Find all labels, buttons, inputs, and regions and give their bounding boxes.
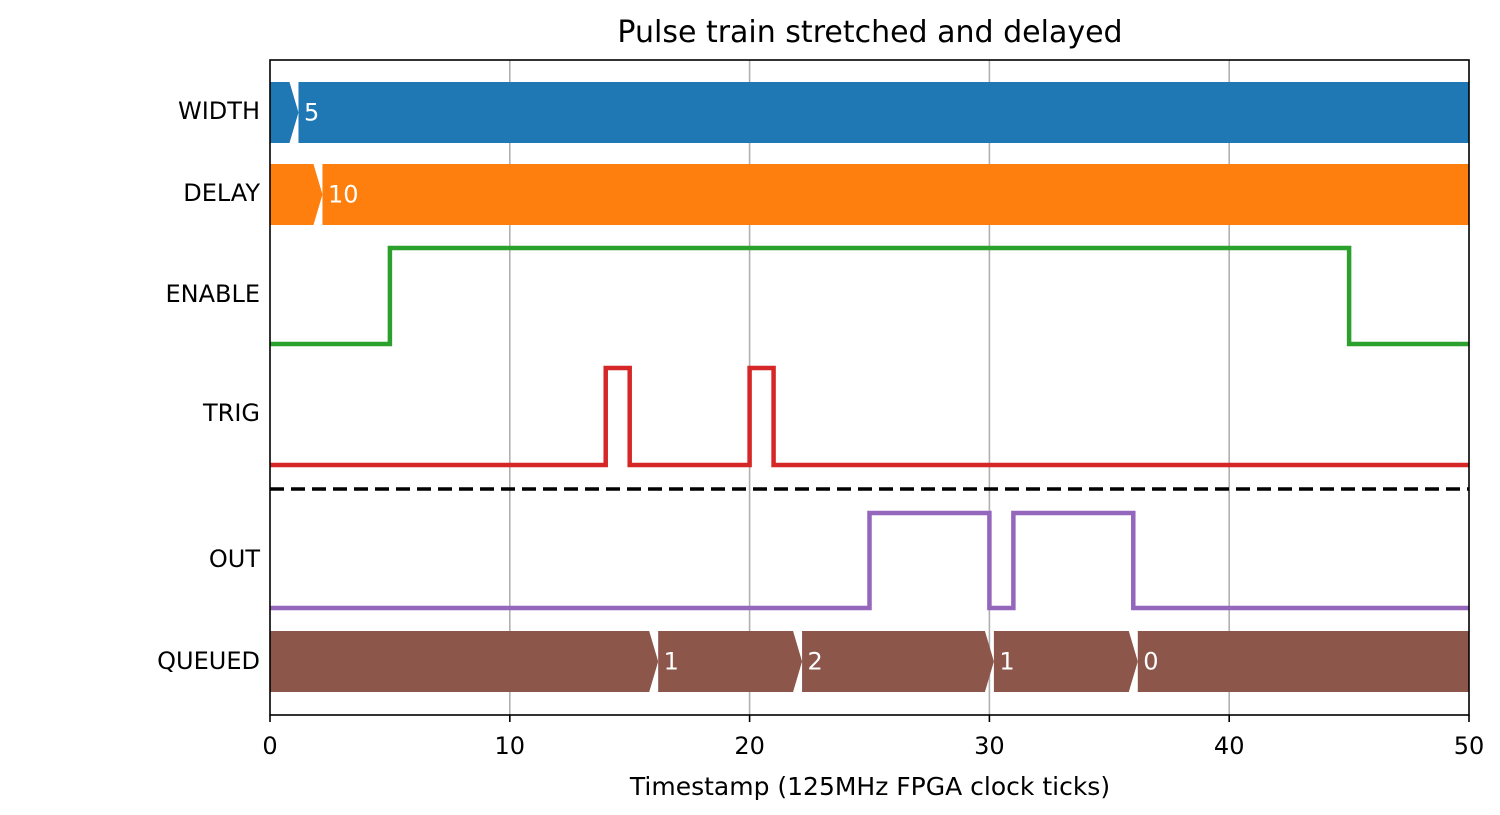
enable-waveform	[270, 245, 1469, 347]
signal-label-delay: DELAY	[183, 179, 260, 207]
x-tick-label-10: 10	[495, 732, 526, 760]
wave-layer	[270, 245, 1469, 611]
trig-waveform	[270, 365, 1469, 468]
queued-value-label-3: 1	[999, 648, 1014, 676]
width-bus-segment-0	[270, 82, 299, 143]
x-tick-label-40: 40	[1214, 732, 1245, 760]
signal-label-queued: QUEUED	[157, 647, 260, 675]
x-axis-ticks: 0 10 20 30 40 50	[262, 715, 1484, 760]
width-bus-segment-1	[298, 82, 1470, 143]
signal-label-enable: ENABLE	[165, 280, 260, 308]
plot-frame	[269, 59, 1470, 716]
queued-bus-segment-4	[1137, 631, 1469, 692]
x-tick-label-20: 20	[734, 732, 765, 760]
queued-bus-segment-0	[270, 631, 659, 692]
chart-title: Pulse train stretched and delayed	[617, 15, 1122, 50]
delay-bus-segment-0	[270, 164, 323, 225]
delay-value-label-1: 10	[328, 181, 359, 209]
out-waveform	[270, 510, 1469, 611]
queued-bus-segment-3	[993, 631, 1138, 692]
grid	[508, 60, 1230, 715]
x-tick-label-30: 30	[974, 732, 1005, 760]
width-value-label-1: 5	[304, 99, 319, 127]
delay-bus-segment-1	[322, 164, 1470, 225]
queued-value-label-4: 0	[1143, 648, 1158, 676]
queued-value-label-2: 2	[808, 648, 823, 676]
queued-bus-segment-2	[802, 631, 994, 692]
signal-label-trig: TRIG	[202, 399, 260, 427]
x-axis-label: Timestamp (125MHz FPGA clock ticks)	[629, 772, 1110, 801]
signal-labels: WIDTH DELAY ENABLE TRIG OUT QUEUED	[157, 97, 260, 675]
queued-bus-segment-1	[658, 631, 803, 692]
queued-value-label-1: 1	[664, 648, 679, 676]
x-tick-label-0: 0	[262, 732, 277, 760]
x-tick-label-50: 50	[1454, 732, 1485, 760]
signal-label-width: WIDTH	[178, 97, 260, 125]
signal-label-out: OUT	[209, 545, 260, 573]
